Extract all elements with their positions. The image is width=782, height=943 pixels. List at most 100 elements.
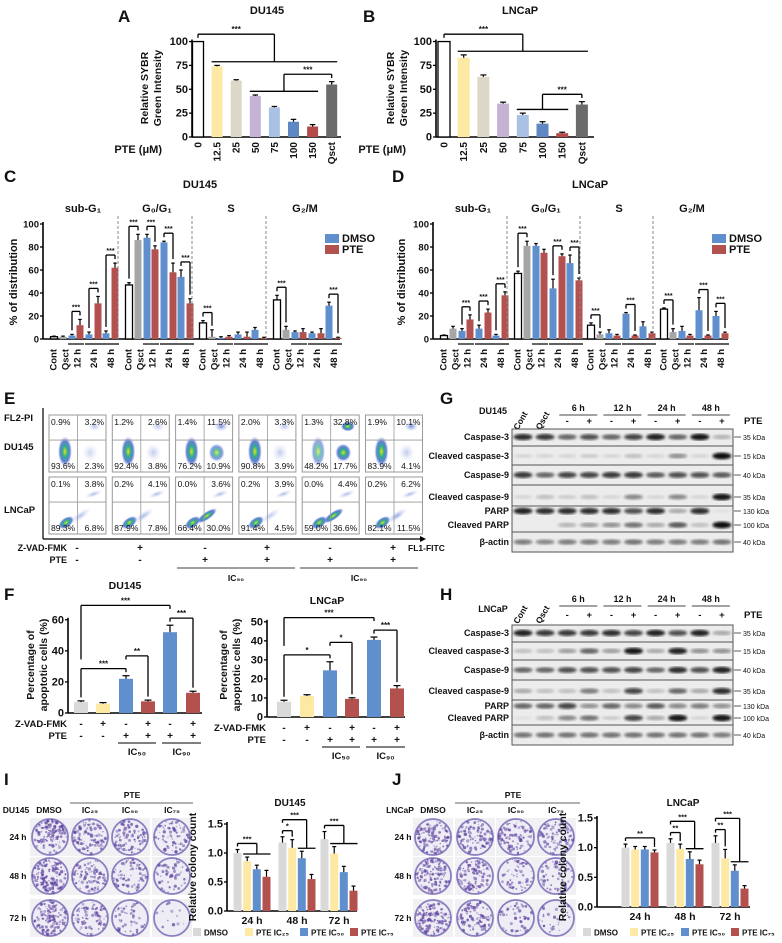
bar (49, 336, 59, 340)
colony (510, 929, 514, 933)
colony (431, 907, 434, 909)
bar (59, 336, 67, 339)
colony (171, 844, 174, 847)
colony (446, 837, 448, 839)
colony (432, 837, 436, 841)
colony (484, 838, 488, 841)
protein-band (535, 539, 555, 545)
colony (74, 869, 77, 872)
colony (439, 890, 441, 893)
pte-sign: + (202, 555, 208, 566)
protein-band (646, 667, 666, 673)
colony (459, 872, 463, 876)
colony (92, 903, 96, 906)
colony (561, 878, 564, 882)
colony (185, 840, 188, 843)
bar (458, 330, 466, 339)
colony (460, 825, 464, 829)
colony (125, 884, 128, 887)
colony (511, 834, 515, 837)
control-label: DMSO (420, 805, 446, 815)
colony (50, 932, 53, 935)
colony (39, 881, 42, 884)
colony (41, 884, 43, 886)
colony (99, 909, 102, 912)
protein-label: Cleaved caspase-3 (428, 646, 509, 656)
colony (418, 921, 421, 925)
colony (51, 864, 54, 868)
significance-label: *** (303, 65, 313, 74)
bar (252, 869, 261, 911)
bar (76, 325, 84, 339)
panel-label-g: G (440, 389, 453, 408)
colony (439, 878, 442, 881)
colony (476, 829, 479, 832)
colony (476, 835, 478, 837)
colony (41, 925, 44, 929)
colony (52, 839, 54, 841)
colony (483, 868, 485, 871)
colony (47, 879, 50, 882)
protein-label: Caspase-3 (464, 628, 509, 638)
colony (137, 848, 139, 851)
z-vad-sign: + (190, 719, 196, 730)
colony (167, 826, 171, 830)
colony (437, 865, 440, 868)
colony (87, 832, 90, 836)
colony (546, 822, 549, 825)
quadrant-lr-percent: 3.8% (148, 461, 168, 471)
colony (170, 909, 174, 913)
cell-line-label: LNCaP (386, 805, 414, 815)
bar (686, 335, 694, 339)
colony (126, 884, 130, 888)
colony (102, 882, 104, 885)
colony (88, 925, 92, 929)
colony (441, 827, 444, 830)
colony (518, 869, 520, 871)
colony (179, 843, 181, 846)
colony (58, 829, 62, 833)
y-tick-label: 100 (23, 220, 39, 231)
protein-band (646, 507, 666, 515)
colony (560, 819, 564, 824)
y-tick-label: 50 (420, 84, 432, 96)
colony (467, 831, 469, 833)
colony (118, 918, 121, 921)
quadrant-ur-percent: 3.9% (275, 479, 295, 489)
significance-label: *** (558, 85, 568, 94)
protein-band (624, 508, 643, 514)
colony (52, 828, 55, 831)
colony (447, 914, 449, 916)
colony (458, 867, 462, 871)
colony (59, 871, 61, 873)
kda-label: 15 kDa (743, 649, 765, 656)
quadrant-ur-percent: 10.1% (396, 417, 421, 427)
x-tick-label: 25 (479, 142, 490, 154)
colony (430, 834, 434, 838)
colony (103, 882, 107, 886)
colony (58, 827, 61, 830)
colony (441, 839, 445, 843)
colony (434, 851, 438, 855)
colony (125, 835, 128, 839)
cell-population (58, 516, 75, 530)
colony (554, 860, 559, 864)
colony (123, 826, 127, 830)
x-tick-label: 12 h (148, 349, 159, 368)
colony (482, 872, 486, 876)
bar (94, 303, 102, 339)
bar (575, 104, 588, 137)
colony (89, 826, 92, 829)
colony (477, 890, 480, 894)
cell-population (374, 516, 391, 530)
colony (79, 865, 81, 868)
colony (48, 904, 51, 907)
colony (141, 828, 144, 832)
colony (509, 879, 512, 881)
protein-band (601, 522, 621, 528)
colony (60, 866, 63, 869)
colony (55, 863, 58, 865)
cell-population (184, 436, 199, 467)
colony (467, 924, 471, 927)
colony (435, 925, 438, 928)
